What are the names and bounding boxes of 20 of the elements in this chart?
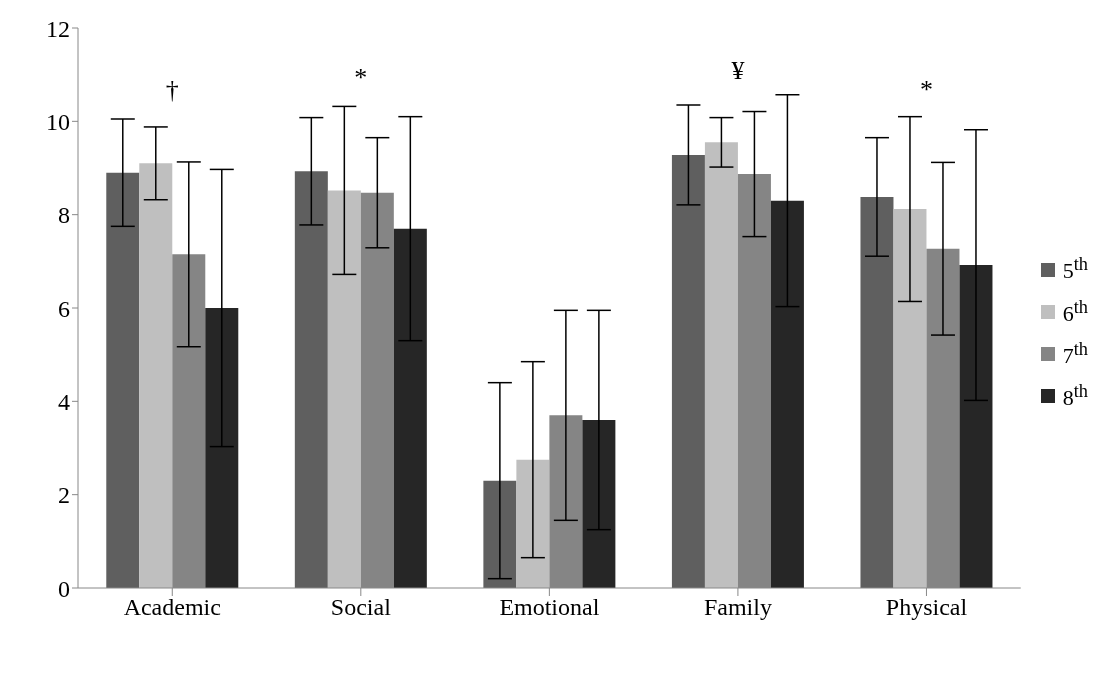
legend-label: 7$^{th}$ (1062, 339, 1088, 370)
x-tick-label: Social (330, 594, 392, 621)
x-tick-label: Physical (885, 594, 968, 621)
annotation: * (919, 75, 933, 104)
x-tick-label: Academic (123, 594, 221, 621)
annotation: † (165, 75, 179, 104)
y-tick-label: 12 (46, 15, 70, 42)
y-tick-label: 8 (58, 202, 70, 229)
y-tick-label: 4 (58, 388, 70, 415)
x-tick-label: Emotional (499, 594, 600, 621)
annotation: * (354, 63, 368, 93)
annotation: ¥ (731, 56, 745, 86)
legend-label: 8$^{th}$ (1062, 381, 1088, 412)
y-tick-label: 0 (58, 575, 70, 602)
legend-label: 6$^{th}$ (1062, 296, 1088, 327)
legend-label: 5$^{th}$ (1062, 254, 1088, 285)
x-tick-label: Family (703, 594, 772, 621)
y-tick-label: 10 (46, 108, 70, 135)
y-tick-label: 6 (58, 295, 70, 322)
y-tick-label: 2 (58, 482, 70, 509)
